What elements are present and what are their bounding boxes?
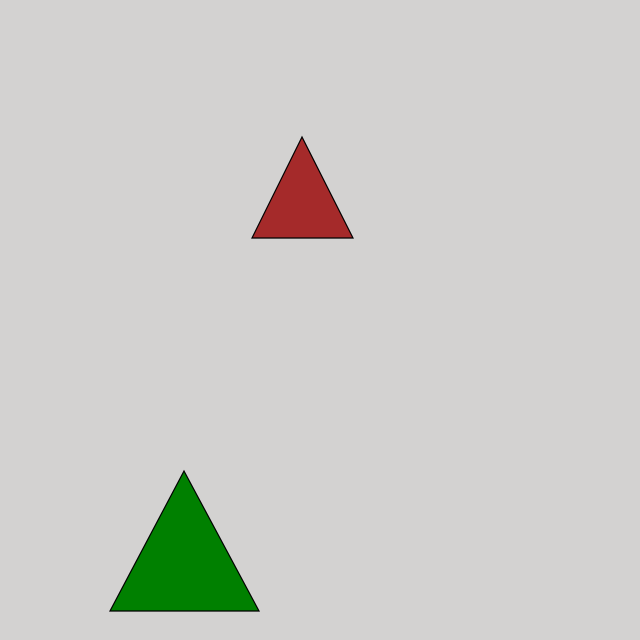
- red-triangle: [251, 135, 354, 239]
- green-triangle: [109, 469, 261, 612]
